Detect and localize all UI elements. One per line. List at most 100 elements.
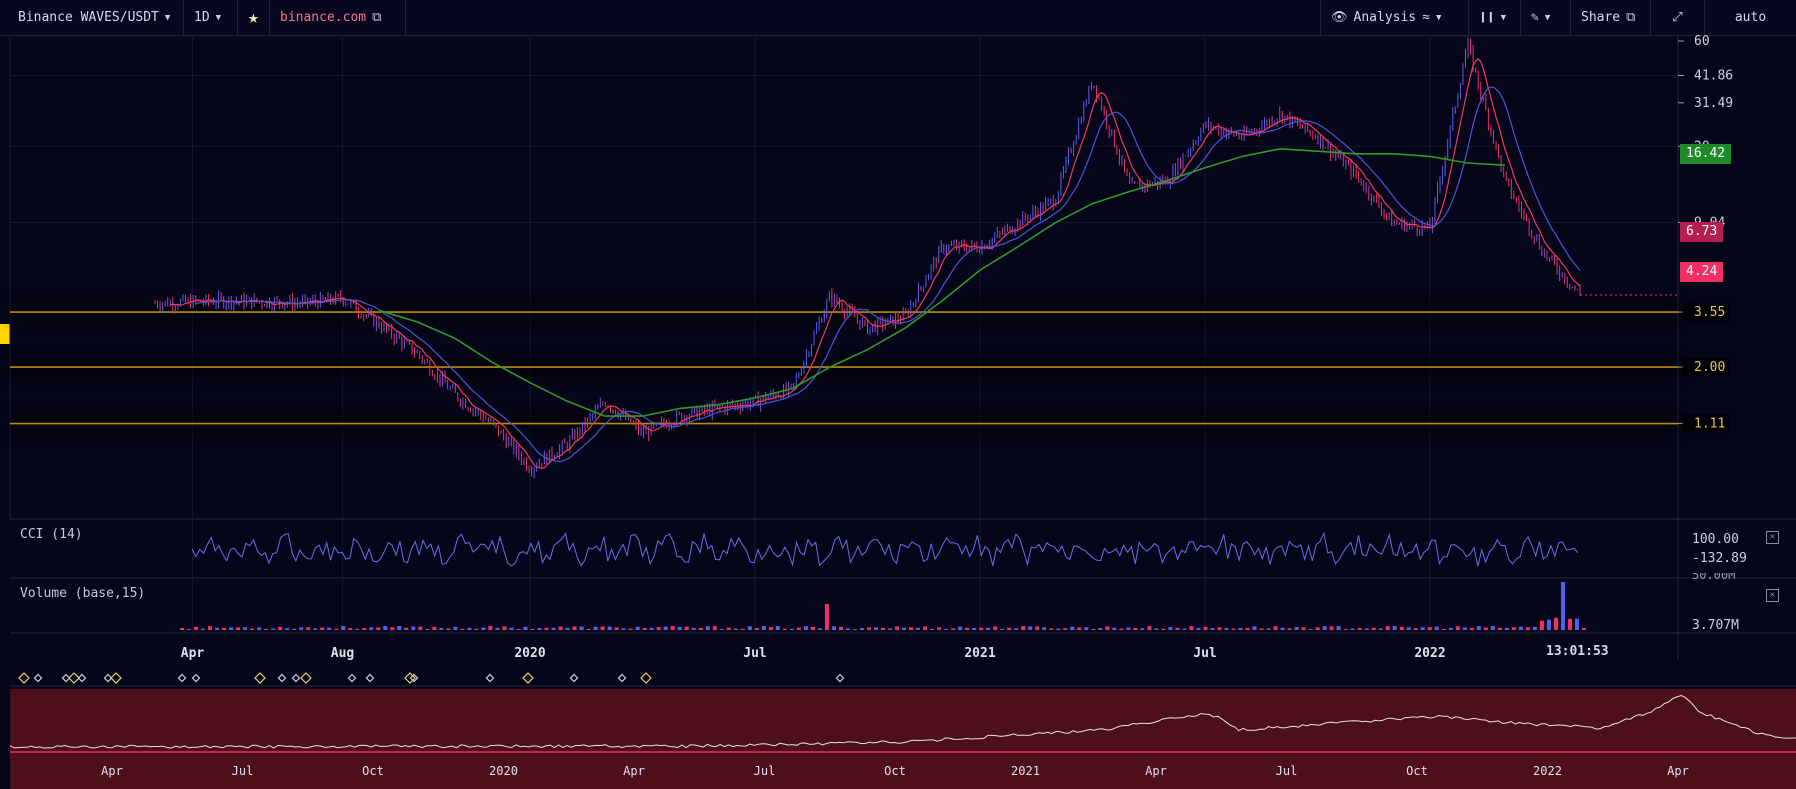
volume-bar bbox=[979, 627, 984, 630]
navigator[interactable] bbox=[9, 689, 1796, 789]
volume-bar bbox=[1322, 626, 1327, 630]
chart-type-menu[interactable]: ❙❙ ▼ bbox=[1468, 0, 1520, 35]
symbol-selector[interactable]: Binance WAVES/USDT ▼ bbox=[8, 0, 184, 35]
volume-bar bbox=[1315, 627, 1320, 630]
volume-axis-tick: 50.00M bbox=[1692, 573, 1736, 581]
scale-mode-label: auto bbox=[1734, 10, 1767, 25]
volume-bar bbox=[488, 626, 493, 630]
volume-bar bbox=[1014, 628, 1019, 630]
volume-bar bbox=[923, 626, 928, 630]
volume-bar bbox=[895, 626, 900, 630]
volume-bar bbox=[194, 626, 199, 630]
volume-bar bbox=[1245, 628, 1250, 630]
navigator-tick-label: 2022 bbox=[1533, 764, 1562, 778]
volume-bar bbox=[1357, 627, 1362, 630]
volume-bar bbox=[1091, 628, 1096, 630]
analysis-menu[interactable]: 👁 Analysis ≈ ▼ bbox=[1320, 0, 1468, 35]
event-marker bbox=[33, 673, 43, 683]
share-button[interactable]: Share ⧉ bbox=[1570, 0, 1650, 35]
volume-bar bbox=[1028, 626, 1033, 630]
price-tick-label: 1.11 bbox=[1694, 417, 1725, 432]
navigator-tick-label: Apr bbox=[1667, 764, 1689, 778]
volume-bar bbox=[684, 626, 689, 630]
volume-bar bbox=[1336, 626, 1341, 630]
volume-bar bbox=[264, 628, 269, 630]
volume-bar bbox=[1364, 628, 1369, 630]
navigator-tick-label: Jul bbox=[1276, 764, 1298, 778]
volume-bar bbox=[1294, 627, 1299, 630]
fullscreen-button[interactable]: ⤢ bbox=[1650, 0, 1704, 35]
ma-fast-line bbox=[170, 58, 1581, 470]
volume-bar bbox=[1203, 626, 1208, 630]
ma-fast-price-tag: 6.73 bbox=[1680, 222, 1724, 242]
scale-mode-button[interactable]: auto bbox=[1704, 0, 1796, 35]
external-link-icon: ⧉ bbox=[1626, 10, 1636, 25]
volume-bar bbox=[208, 626, 213, 630]
volume-bar bbox=[250, 628, 255, 630]
volume-bar bbox=[1168, 627, 1173, 630]
event-marker bbox=[177, 673, 187, 683]
volume-bar bbox=[1280, 627, 1285, 630]
volume-bar bbox=[1175, 627, 1180, 630]
volume-bar bbox=[327, 627, 332, 630]
volume-bar bbox=[691, 627, 696, 630]
volume-bar bbox=[453, 626, 458, 630]
volume-bar bbox=[768, 627, 773, 630]
event-marker bbox=[640, 672, 652, 684]
volume-bar bbox=[222, 627, 227, 630]
volume-bar bbox=[902, 627, 907, 630]
volume-bar bbox=[1266, 628, 1271, 630]
volume-bar bbox=[754, 628, 759, 630]
event-marker bbox=[110, 672, 122, 684]
event-marker bbox=[835, 673, 845, 683]
volume-bar bbox=[852, 628, 857, 630]
event-marker bbox=[291, 673, 301, 683]
volume-bar bbox=[607, 626, 612, 630]
volume-bar bbox=[1056, 628, 1061, 630]
volume-bar bbox=[1434, 626, 1439, 630]
event-marker bbox=[61, 673, 71, 683]
volume-bar bbox=[383, 626, 388, 630]
volume-bar bbox=[930, 628, 935, 630]
volume-bar bbox=[1119, 628, 1124, 630]
volume-bar bbox=[201, 628, 206, 630]
volume-bar bbox=[1098, 627, 1103, 630]
ma-mid-line bbox=[195, 86, 1581, 463]
event-marker bbox=[191, 673, 201, 683]
time-tick-label: 2021 bbox=[964, 646, 995, 661]
volume-bar bbox=[236, 627, 241, 630]
navigator-tick-label: Jul bbox=[232, 764, 254, 778]
volume-bar bbox=[838, 626, 843, 630]
cci-series bbox=[191, 531, 1579, 567]
chevron-down-icon: ▼ bbox=[215, 12, 222, 23]
volume-bar bbox=[1399, 626, 1404, 630]
volume-bar bbox=[1518, 626, 1523, 630]
volume-bar bbox=[1063, 628, 1068, 630]
navigator-tick-label: Oct bbox=[884, 764, 906, 778]
volume-bar bbox=[1329, 626, 1334, 630]
volume-bar bbox=[1497, 627, 1502, 630]
site-link[interactable]: binance.com ⧉ bbox=[270, 0, 406, 35]
drawing-tools-menu[interactable]: ✎ ▼ bbox=[1520, 0, 1570, 35]
event-markers bbox=[18, 672, 845, 684]
chevron-down-icon: ▼ bbox=[1544, 12, 1551, 23]
time-tick-label: Apr bbox=[181, 646, 205, 661]
time-tick-label: Aug bbox=[331, 646, 354, 661]
volume-bar bbox=[593, 626, 598, 630]
event-marker bbox=[409, 673, 419, 683]
price-tick-label: 41.86 bbox=[1694, 69, 1733, 84]
event-marker bbox=[300, 672, 312, 684]
volume-bar bbox=[866, 627, 871, 630]
price-tick-label: 60 bbox=[1694, 34, 1710, 49]
interval-selector[interactable]: 1D ▼ bbox=[184, 0, 238, 35]
volume-bar bbox=[1252, 626, 1257, 630]
ma-slow-price-tag: 16.42 bbox=[1680, 144, 1732, 164]
volume-bar bbox=[1161, 628, 1166, 630]
close-volume-icon[interactable]: ✕ bbox=[1766, 589, 1779, 602]
navigator-tick-label: Oct bbox=[362, 764, 384, 778]
close-cci-icon[interactable]: ✕ bbox=[1766, 531, 1779, 544]
volume-bar bbox=[243, 627, 248, 630]
volume-bar bbox=[292, 628, 297, 630]
favorite-button[interactable]: ★ bbox=[238, 0, 270, 35]
